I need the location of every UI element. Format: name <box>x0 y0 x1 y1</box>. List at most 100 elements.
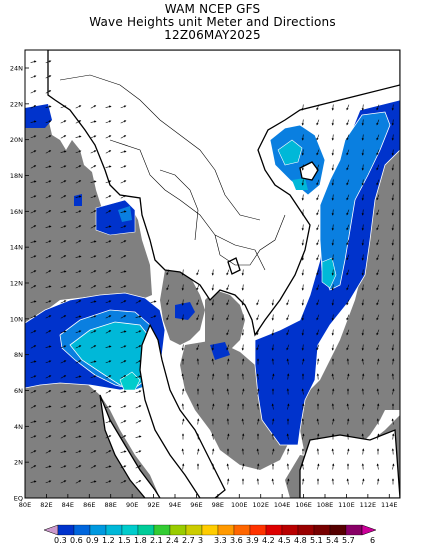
wave-direction-arrow <box>45 240 52 244</box>
wave-direction-arrow <box>361 119 365 126</box>
lat-tick-label: 10N <box>10 315 23 323</box>
wave-direction-arrow <box>135 420 142 424</box>
wave-direction-arrow <box>301 478 305 485</box>
wave-direction-arrow <box>60 285 67 289</box>
lon-tick-label: 98E <box>212 501 224 509</box>
wave-direction-arrow <box>135 450 142 454</box>
wave-direction-arrow <box>196 418 200 425</box>
wave-direction-arrow <box>30 405 37 409</box>
wave-direction-arrow <box>45 210 52 214</box>
wave-direction-arrow <box>316 344 320 351</box>
wave-direction-arrow <box>346 314 350 321</box>
wave-direction-arrow <box>346 299 350 306</box>
wave-direction-arrow <box>135 405 142 409</box>
wave-direction-arrow <box>45 315 52 319</box>
wave-direction-arrow <box>211 344 215 351</box>
wave-direction-arrow <box>226 329 230 336</box>
wave-direction-arrow <box>90 390 97 394</box>
wave-direction-arrow <box>331 373 334 380</box>
wave-direction-arrow <box>30 90 37 94</box>
wave-direction-arrow <box>332 418 335 425</box>
wave-direction-arrow <box>301 179 305 186</box>
wave-direction-arrow <box>316 269 320 276</box>
wave-direction-arrow <box>391 329 395 336</box>
wave-direction-arrow <box>60 105 67 109</box>
wave-direction-arrow <box>105 345 112 348</box>
longitude-axis: 80E 82E 84E 86E 88E 90E 92E 94E 96E 98E 100E 102E 10… <box>19 494 398 509</box>
gulf-patch <box>210 342 230 360</box>
map-title-line-2: Wave Heights unit Meter and Directions <box>89 15 336 29</box>
lat-tick-label: 24N <box>10 65 23 73</box>
colorbar-label: 4.2 <box>262 536 275 545</box>
wave-direction-arrow <box>286 314 290 321</box>
wave-direction-arrow <box>272 448 275 455</box>
wave-height-colorbar <box>43 524 377 536</box>
wave-direction-arrow <box>361 284 365 291</box>
wave-direction-arrow <box>376 134 380 141</box>
wave-direction-arrow <box>211 358 214 365</box>
wave-direction-arrow <box>242 463 245 470</box>
wave-direction-arrow <box>90 225 97 229</box>
wave-direction-arrow <box>166 314 170 321</box>
wave-direction-arrow <box>316 194 320 201</box>
wave-direction-arrow <box>75 165 82 169</box>
wave-direction-arrow <box>316 224 320 231</box>
wave-direction-arrow <box>30 60 37 63</box>
malay-sumatra <box>139 323 226 498</box>
colorbar-swatch <box>73 524 91 536</box>
wave-direction-arrow <box>75 435 82 438</box>
wave-direction-arrow <box>361 344 365 351</box>
wave-direction-arrow <box>287 478 290 485</box>
wave-direction-arrow <box>60 225 67 229</box>
wave-direction-arrow <box>166 269 170 276</box>
wave-direction-arrow <box>346 254 350 261</box>
wave-direction-arrow <box>90 105 97 109</box>
wave-direction-arrow <box>105 240 112 244</box>
wave-direction-arrow <box>120 435 127 439</box>
colorbar-label: 3 <box>198 536 204 545</box>
wave-direction-arrow <box>105 405 112 408</box>
wave-direction-arrow <box>361 179 365 186</box>
wave-direction-arrow <box>30 450 37 454</box>
wave-direction-arrow <box>105 420 112 424</box>
wave-direction-arrow <box>346 478 349 485</box>
colorbar-label: 3.6 <box>230 536 243 545</box>
wave-direction-arrow <box>241 433 245 440</box>
wave-direction-arrow <box>376 254 380 261</box>
wave-direction-arrow <box>60 180 67 184</box>
wave-direction-arrow <box>105 165 112 168</box>
wave-direction-arrow <box>90 135 97 139</box>
wave-direction-arrow <box>60 255 67 259</box>
wave-direction-arrow <box>391 239 395 246</box>
lat-tick-label: 12N <box>10 280 23 288</box>
colorbar-label: 0.9 <box>86 536 99 545</box>
wave-direction-arrow <box>226 314 230 321</box>
wave-direction-arrow <box>376 209 380 216</box>
wave-direction-arrow <box>376 104 380 111</box>
wave-direction-arrow <box>30 390 37 394</box>
wave-direction-arrow <box>331 224 335 231</box>
wave-direction-arrow <box>120 210 127 213</box>
lon-tick-label: 96E <box>190 501 202 509</box>
wave-direction-arrow <box>197 448 200 455</box>
wave-direction-arrow <box>346 149 350 156</box>
wave-direction-arrow <box>346 344 350 351</box>
wave-direction-arrow <box>45 360 52 364</box>
colorbar-label: 4.5 <box>278 536 291 545</box>
lat-tick-label: 6N <box>14 387 23 395</box>
wave-direction-arrow <box>30 435 37 439</box>
wave-direction-arrow <box>90 375 97 379</box>
colorbar-label: 2.7 <box>182 536 195 545</box>
wave-direction-arrow <box>45 465 52 468</box>
wave-direction-arrow <box>166 284 170 291</box>
wave-direction-arrow <box>391 119 395 126</box>
wave-direction-arrow <box>301 388 304 395</box>
wave-direction-arrow <box>120 375 127 379</box>
wave-direction-arrow <box>241 358 245 365</box>
wave-direction-arrow <box>316 254 320 261</box>
wave-direction-arrow <box>301 314 305 321</box>
wave-direction-arrow <box>361 134 365 141</box>
wave-direction-arrow <box>90 300 97 303</box>
wave-direction-arrow <box>105 360 112 364</box>
wave-direction-arrow <box>135 480 142 484</box>
